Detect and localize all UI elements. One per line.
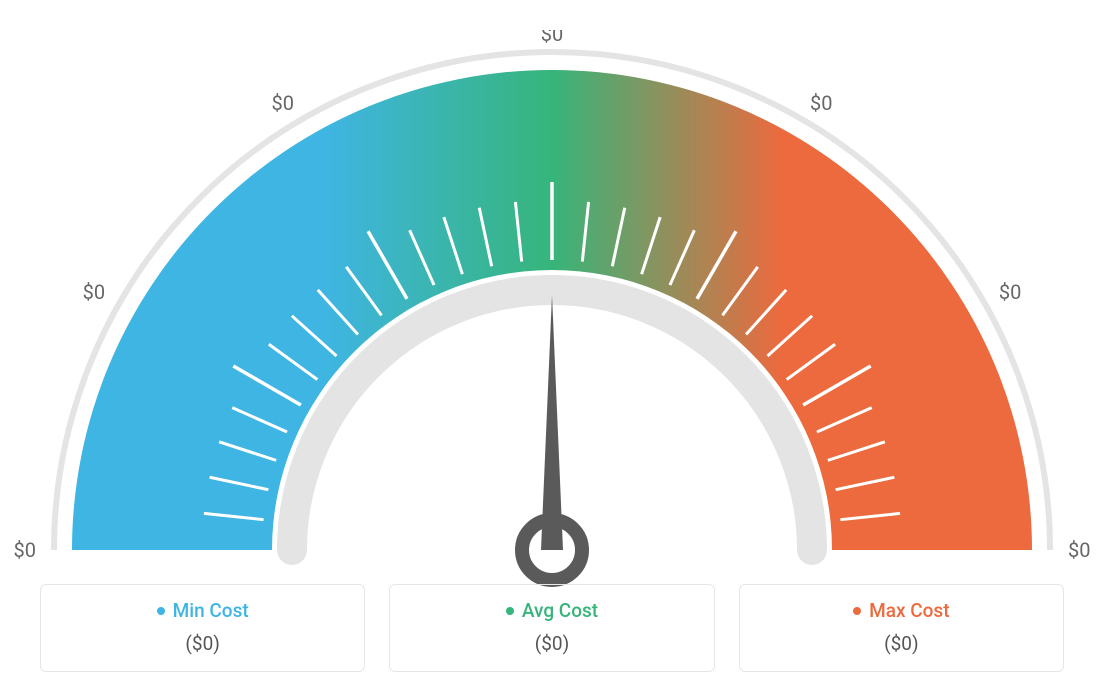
legend-label-min: Min Cost xyxy=(157,599,249,622)
legend-card-min: Min Cost ($0) xyxy=(40,584,365,672)
gauge-area: $0 $0 $0 $0 $0 $0 $0 xyxy=(0,0,1104,560)
legend-label-max: Max Cost xyxy=(853,599,949,622)
gauge-tick-label: $0 xyxy=(541,30,563,46)
legend-value-avg: ($0) xyxy=(408,632,695,655)
gauge-cost-chart: $0 $0 $0 $0 $0 $0 $0 Min Cost ($0) Avg Cost ($… xyxy=(0,0,1104,690)
gauge-tick-label: $0 xyxy=(83,280,105,304)
legend-label-avg: Avg Cost xyxy=(506,599,598,622)
gauge-svg: $0 $0 $0 $0 $0 $0 $0 xyxy=(0,30,1104,590)
gauge-tick-label: $0 xyxy=(810,91,832,115)
legend-label-avg-text: Avg Cost xyxy=(522,599,598,622)
gauge-group: $0 $0 $0 $0 $0 $0 $0 xyxy=(14,30,1091,580)
gauge-needle xyxy=(541,295,563,550)
legend-card-max: Max Cost ($0) xyxy=(739,584,1064,672)
legend-label-min-text: Min Cost xyxy=(173,599,249,622)
gauge-tick-label: $0 xyxy=(999,280,1021,304)
gauge-tick-label: $0 xyxy=(14,538,36,562)
legend-dot-min xyxy=(157,607,165,615)
legend-dot-avg xyxy=(506,607,514,615)
legend-label-max-text: Max Cost xyxy=(869,599,949,622)
legend-row: Min Cost ($0) Avg Cost ($0) Max Cost ($0… xyxy=(40,584,1064,672)
gauge-tick-label: $0 xyxy=(1068,538,1090,562)
gauge-tick-label: $0 xyxy=(272,91,294,115)
legend-value-min: ($0) xyxy=(59,632,346,655)
legend-card-avg: Avg Cost ($0) xyxy=(389,584,714,672)
legend-dot-max xyxy=(853,607,861,615)
legend-value-max: ($0) xyxy=(758,632,1045,655)
